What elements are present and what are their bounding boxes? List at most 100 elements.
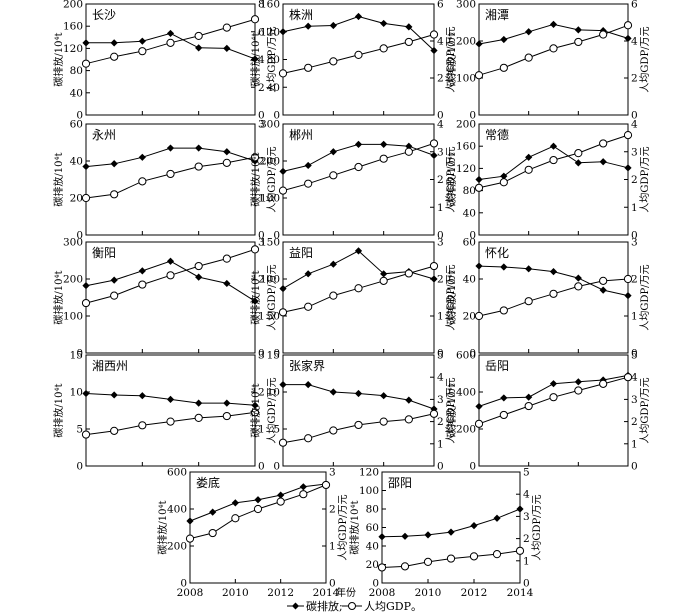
gdp-point xyxy=(549,289,558,298)
left-tick-label: 0 xyxy=(76,110,83,122)
left-tick-label: 200 xyxy=(167,541,187,553)
carbon-point xyxy=(277,491,285,499)
left-tick-label: 200 xyxy=(456,424,476,436)
gdp-point xyxy=(499,306,508,315)
left-tick-label: 0 xyxy=(469,348,476,360)
right-axis-label: 人均GDP/万元 xyxy=(337,494,349,560)
right-tick-label: 2 xyxy=(437,274,444,286)
carbon-point xyxy=(304,381,312,389)
left-tick-label: 80 xyxy=(366,504,379,516)
left-axis-label: 碳排放/10⁴t xyxy=(445,383,458,437)
carbon-point xyxy=(475,40,483,48)
left-tick-label: 50 xyxy=(267,311,280,323)
panel-title: 益阳 xyxy=(289,246,313,260)
gdp-point xyxy=(194,162,203,171)
right-tick-label: 3 xyxy=(258,237,265,249)
left-tick-label: 120 xyxy=(260,26,280,38)
left-tick-label: 600 xyxy=(167,467,187,479)
carbon-point xyxy=(329,388,337,396)
gdp-point xyxy=(404,269,413,278)
gdp-point xyxy=(250,245,260,254)
carbon-point xyxy=(624,164,632,172)
right-tick-label: 0 xyxy=(523,578,530,590)
right-tick-label: 2 xyxy=(258,156,265,168)
carbon-point xyxy=(254,496,262,504)
gdp-point xyxy=(250,408,260,417)
carbon-point xyxy=(354,247,363,255)
right-tick-label: 2 xyxy=(437,73,444,85)
right-tick-label: 1 xyxy=(437,202,444,214)
gdp-point xyxy=(499,63,508,72)
carbon-point xyxy=(110,160,118,168)
left-tick-label: 200 xyxy=(456,36,476,48)
right-tick-label: 4 xyxy=(631,36,638,48)
left-tick-label: 400 xyxy=(456,387,476,399)
left-tick-label: 300 xyxy=(456,0,476,11)
gdp-point xyxy=(599,276,608,285)
left-axis-label: 碳排放/10⁴t xyxy=(445,270,458,324)
right-axis-label: 人均GDP/万元 xyxy=(531,494,543,560)
left-tick-label: 5 xyxy=(76,424,83,436)
gdp-point xyxy=(377,563,387,572)
right-tick-label: 2 xyxy=(631,274,638,286)
carbon-point xyxy=(380,392,388,400)
left-axis-label: 碳排放/10⁴t xyxy=(249,383,262,437)
left-tick-label: 100 xyxy=(456,73,476,85)
left-axis-label: 碳排放/10⁴t xyxy=(445,32,458,86)
gdp-point xyxy=(208,528,217,538)
right-tick-label: 4 xyxy=(258,54,265,66)
left-axis-label: 碳排放/10⁴t xyxy=(249,32,262,86)
gdp-point xyxy=(623,274,633,284)
carbon-point xyxy=(354,140,363,148)
gdp-point xyxy=(185,534,195,543)
left-tick-label: 0 xyxy=(76,230,83,242)
left-tick-label: 0 xyxy=(76,348,83,360)
x-axis-title: 年份 xyxy=(336,586,356,599)
left-axis-label: 碳排放/10⁴t xyxy=(249,152,262,206)
carbon-point xyxy=(82,282,90,290)
carbon-point xyxy=(430,151,438,160)
legend-carbon-label: 碳排放; xyxy=(306,599,343,613)
right-tick-label: 6 xyxy=(437,0,444,11)
carbon-point xyxy=(624,34,632,43)
left-tick-label: 160 xyxy=(456,141,476,153)
panel-title: 衡阳 xyxy=(92,246,116,260)
carbon-point xyxy=(251,297,259,305)
gdp-point xyxy=(474,71,484,80)
left-tick-label: 120 xyxy=(456,163,476,175)
carbon-point xyxy=(195,144,203,152)
gdp-point xyxy=(524,297,533,306)
carbon-point xyxy=(82,389,90,398)
gdp-point xyxy=(231,514,240,523)
gdp-point xyxy=(110,426,119,435)
gdp-point xyxy=(138,47,147,56)
right-tick-label: 6 xyxy=(631,0,638,11)
carbon-point xyxy=(405,23,413,31)
carbon-point xyxy=(380,270,388,278)
carbon-point xyxy=(500,263,508,271)
carbon-point xyxy=(279,381,287,389)
right-axis-label: 人均GDP/万元 xyxy=(445,146,457,212)
gdp-point xyxy=(304,179,313,188)
right-tick-label: 2 xyxy=(631,416,638,428)
right-tick-label: 8 xyxy=(258,0,265,11)
panel-title: 永州 xyxy=(92,128,116,142)
gdp-point xyxy=(278,438,288,447)
carbon-point xyxy=(329,260,337,268)
left-tick-label: 100 xyxy=(359,485,379,497)
gdp-point xyxy=(110,52,119,61)
carbon-point xyxy=(493,514,501,522)
right-tick-label: 3 xyxy=(258,119,265,131)
gdp-point xyxy=(423,557,433,567)
left-axis-label: 碳排放/10⁴t xyxy=(445,152,458,206)
plot-frame xyxy=(478,354,629,467)
gdp-point xyxy=(524,53,533,62)
carbon-point xyxy=(500,35,508,44)
x-tick-label: 2008 xyxy=(177,587,204,599)
panel-title: 怀化 xyxy=(485,246,509,260)
carbon-point xyxy=(430,46,438,55)
left-tick-label: 40 xyxy=(463,274,476,286)
right-axis-label: 人均GDP/万元 xyxy=(445,26,457,92)
carbon-point xyxy=(299,483,307,491)
